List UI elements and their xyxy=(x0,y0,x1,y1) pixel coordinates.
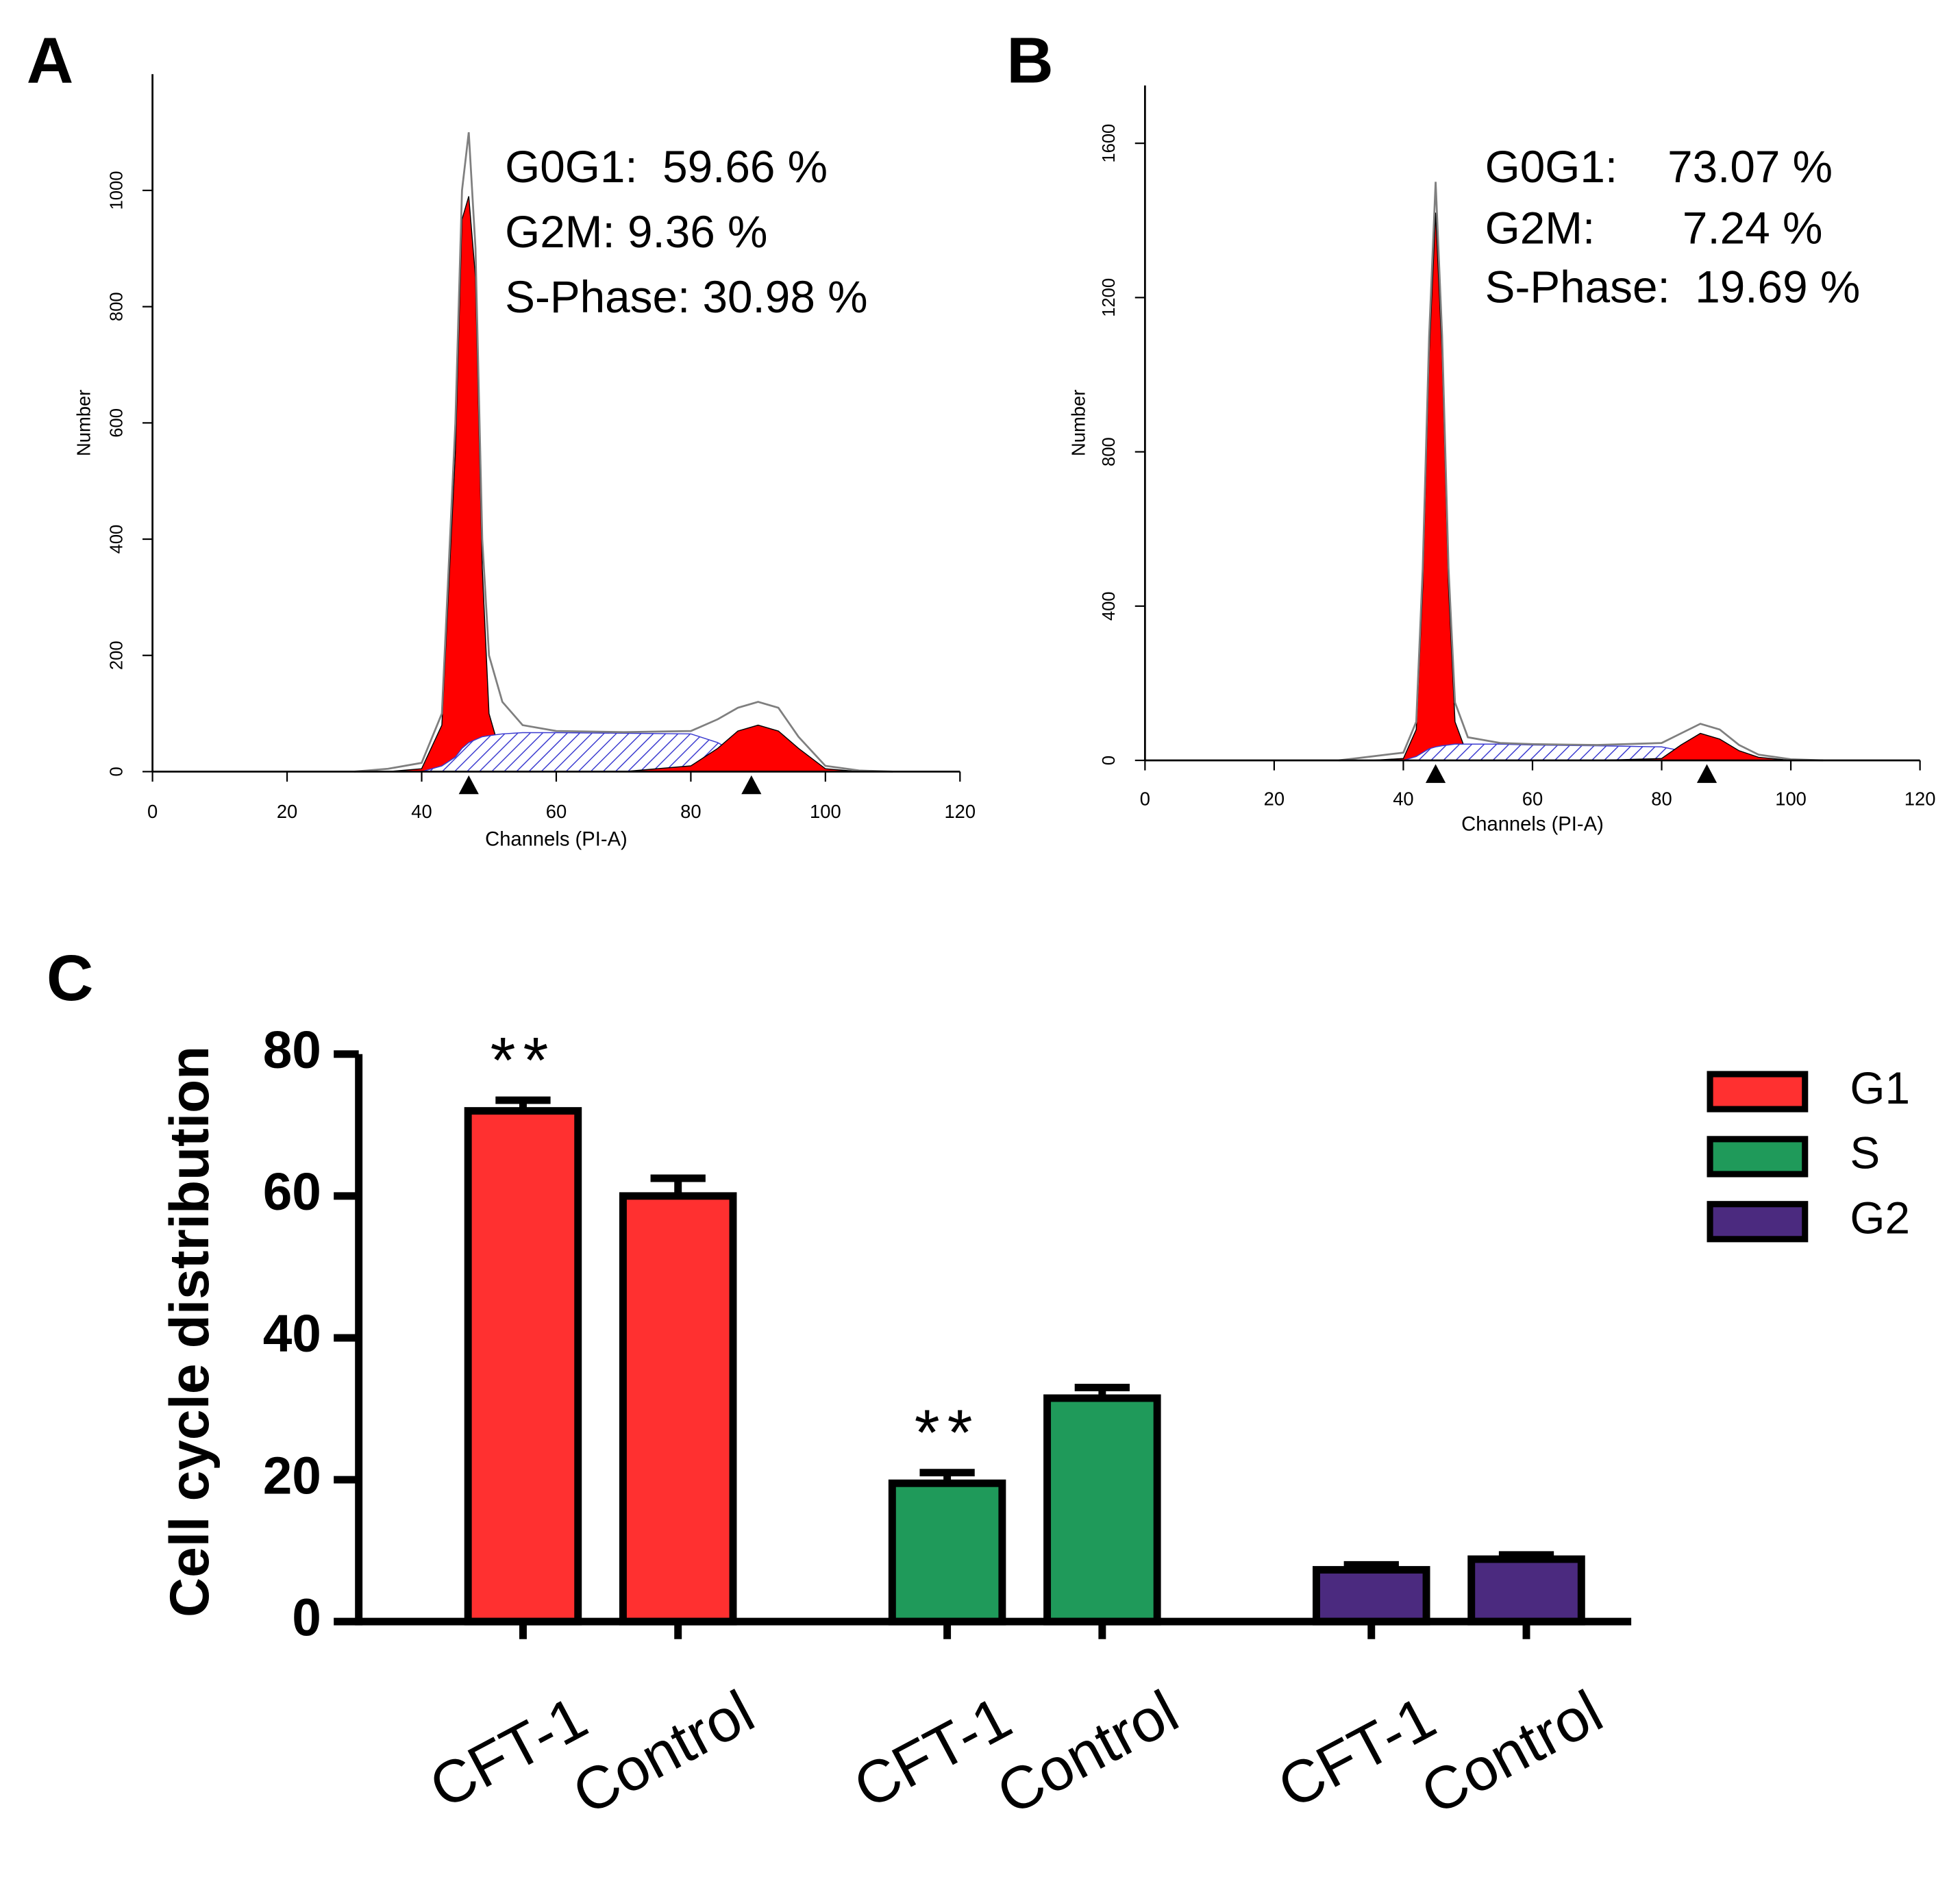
y-tick-label: 800 xyxy=(107,292,126,321)
peak-marker xyxy=(741,775,762,795)
x-axis-label: Channels (PI-A) xyxy=(485,828,628,850)
x-tick-label: 100 xyxy=(1775,788,1807,810)
x-tick-label: CFT-1 xyxy=(1267,1684,1446,1822)
x-tick-label: 80 xyxy=(1651,788,1672,810)
y-axis-label: Cell cycle distribution xyxy=(159,1046,221,1617)
panel-label: B xyxy=(1006,25,1054,97)
x-tick-label: 20 xyxy=(277,801,297,822)
x-tick-label: 60 xyxy=(1522,788,1543,810)
bar xyxy=(464,1107,582,1626)
legend-label: G2 xyxy=(1850,1193,1910,1243)
y-axis-label: Number xyxy=(1068,390,1089,456)
bar xyxy=(1467,1555,1585,1626)
x-tick-label: 120 xyxy=(1905,788,1936,810)
x-tick-label: Control xyxy=(987,1678,1189,1828)
y-tick-label: 0 xyxy=(1100,756,1119,765)
y-tick-label: 0 xyxy=(292,1589,321,1647)
annotation: G2M: 7.24 % xyxy=(1485,203,1823,253)
y-tick-label: 400 xyxy=(1100,591,1119,621)
bar xyxy=(1043,1394,1161,1626)
significance: ** xyxy=(915,1397,980,1469)
bar xyxy=(1313,1566,1430,1626)
significance: ** xyxy=(491,1024,556,1097)
panel-label: A xyxy=(27,25,74,97)
legend-swatch xyxy=(1707,1136,1809,1178)
bar xyxy=(888,1479,1006,1626)
y-tick-label: 60 xyxy=(263,1163,321,1221)
y-tick-label: 400 xyxy=(107,525,126,554)
histogram-outline xyxy=(1339,182,1824,762)
x-tick-label: 40 xyxy=(1393,788,1413,810)
x-tick-label: CFT-1 xyxy=(419,1684,598,1822)
x-tick-label: CFT-1 xyxy=(843,1684,1022,1822)
x-tick-label: Control xyxy=(562,1678,765,1828)
annotation: G0G1: 73.07 % xyxy=(1485,142,1833,192)
x-axis-label: Channels (PI-A) xyxy=(1461,814,1604,836)
x-tick-label: 80 xyxy=(680,801,701,822)
histogram-outline xyxy=(354,132,893,773)
annotation: S-Phase: 19.69 % xyxy=(1485,262,1861,312)
bar xyxy=(619,1192,737,1626)
peak-marker xyxy=(1425,764,1446,783)
y-tick-label: 600 xyxy=(107,408,126,438)
legend-swatch xyxy=(1707,1201,1809,1243)
y-tick-label: 40 xyxy=(263,1305,321,1363)
y-tick-label: 200 xyxy=(107,641,126,670)
legend-swatch xyxy=(1707,1071,1809,1112)
y-tick-label: 20 xyxy=(263,1447,321,1505)
y-tick-label: 0 xyxy=(107,767,126,776)
annotation: G0G1: 59.66 % xyxy=(505,142,828,192)
x-tick-label: 0 xyxy=(1140,788,1150,810)
y-axis-label: Number xyxy=(73,390,94,456)
y-tick-label: 800 xyxy=(1100,437,1119,467)
peak-marker xyxy=(1696,764,1717,783)
y-tick-label: 80 xyxy=(263,1021,321,1080)
panel-label: C xyxy=(47,942,94,1015)
peak-marker xyxy=(458,775,479,795)
x-tick-label: 100 xyxy=(810,801,841,822)
annotation: G2M: 9.36 % xyxy=(505,207,767,257)
annotation: S-Phase: 30.98 % xyxy=(505,272,867,322)
legend-label: G1 xyxy=(1850,1063,1910,1113)
x-tick-label: 0 xyxy=(147,801,158,822)
y-tick-label: 1600 xyxy=(1100,124,1119,163)
x-tick-label: 40 xyxy=(411,801,432,822)
y-tick-label: 1000 xyxy=(107,171,126,210)
x-tick-label: Control xyxy=(1411,1678,1613,1828)
x-tick-label: 20 xyxy=(1264,788,1285,810)
x-tick-label: 60 xyxy=(546,801,567,822)
x-tick-label: 120 xyxy=(944,801,976,822)
legend-label: S xyxy=(1850,1128,1880,1178)
y-tick-label: 1200 xyxy=(1100,278,1119,317)
